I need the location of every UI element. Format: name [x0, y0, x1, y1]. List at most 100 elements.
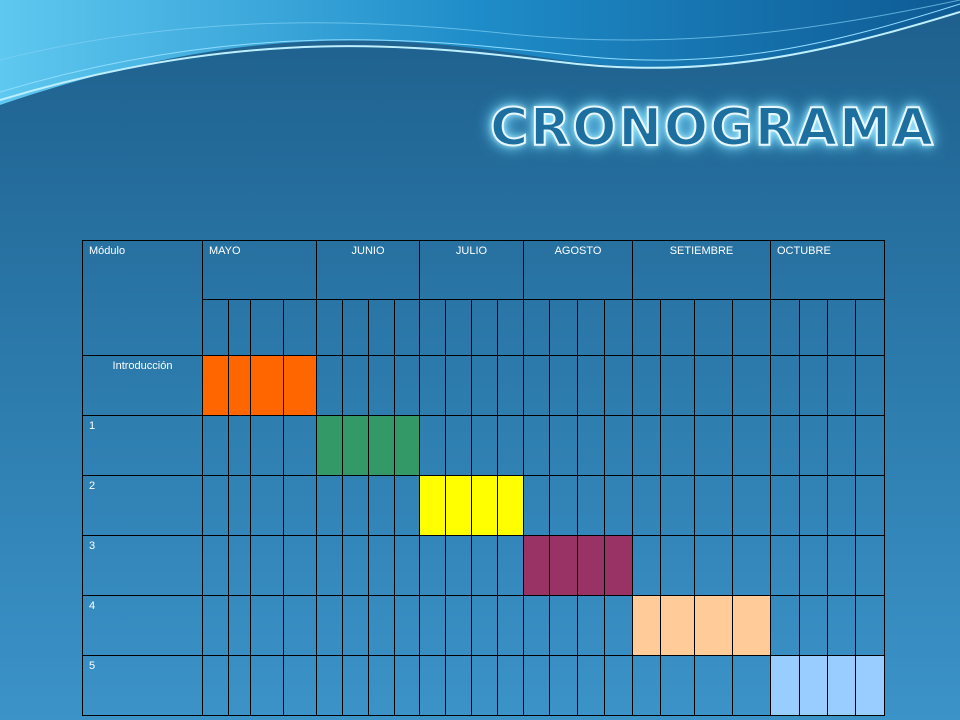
week-cell: [316, 595, 343, 656]
scheduled-week-cell: [497, 475, 524, 536]
module-row: Introducción: [82, 355, 885, 416]
scheduled-week-cell: [471, 475, 498, 536]
week-cell: [419, 595, 446, 656]
week-header-cell: [523, 299, 550, 356]
module-row: 2: [82, 475, 885, 536]
week-cell: [316, 535, 343, 596]
week-cell: [694, 475, 733, 536]
week-cell: [283, 415, 317, 476]
week-cell: [604, 655, 633, 716]
week-cell: [632, 535, 661, 596]
week-header-cell: [577, 299, 605, 356]
week-cell: [445, 655, 472, 716]
week-cell: [283, 595, 317, 656]
week-cell: [445, 535, 472, 596]
week-cell: [732, 415, 771, 476]
week-cell: [250, 475, 284, 536]
week-subheader-row: [83, 299, 885, 356]
week-cell: [316, 475, 343, 536]
scheduled-week-cell: [660, 595, 695, 656]
week-cell: [523, 655, 550, 716]
scheduled-week-cell: [549, 535, 578, 596]
week-cell: [770, 475, 800, 536]
scheduled-week-cell: [770, 655, 800, 716]
week-cell: [497, 655, 524, 716]
week-cell: [799, 415, 828, 476]
module-row: 4: [82, 595, 885, 656]
week-cell: [827, 535, 856, 596]
week-cell: [604, 595, 633, 656]
week-cell: [471, 655, 498, 716]
week-cell: [694, 355, 733, 416]
scheduled-week-cell: [855, 655, 885, 716]
week-cell: [799, 595, 828, 656]
week-cell: [250, 655, 284, 716]
week-cell: [283, 655, 317, 716]
week-cell: [694, 535, 733, 596]
week-header-cell: [604, 299, 633, 356]
week-cell: [368, 475, 395, 536]
week-cell: [660, 475, 695, 536]
week-cell: [827, 595, 856, 656]
week-cell: [770, 595, 800, 656]
week-cell: [549, 655, 578, 716]
week-cell: [445, 355, 472, 416]
week-cell: [283, 535, 317, 596]
week-header-cell: [368, 299, 395, 356]
month-agosto: AGOSTO: [523, 240, 633, 300]
week-cell: [577, 475, 605, 536]
week-cell: [732, 475, 771, 536]
week-cell: [394, 655, 420, 716]
module-label: 1: [82, 415, 203, 476]
scheduled-week-cell: [394, 415, 420, 476]
week-cell: [394, 355, 420, 416]
week-cell: [855, 595, 885, 656]
week-cell: [419, 655, 446, 716]
page-title: CRONOGRAMA: [489, 97, 936, 159]
scheduled-week-cell: [250, 355, 284, 416]
week-cell: [632, 655, 661, 716]
week-cell: [523, 595, 550, 656]
week-cell: [660, 535, 695, 596]
week-cell: [604, 355, 633, 416]
module-row: 3: [82, 535, 885, 596]
week-cell: [202, 595, 229, 656]
week-cell: [368, 355, 395, 416]
scheduled-week-cell: [419, 475, 446, 536]
module-row: 5: [82, 655, 885, 716]
week-cell: [497, 415, 524, 476]
week-cell: [732, 535, 771, 596]
week-cell: [660, 415, 695, 476]
scheduled-week-cell: [694, 595, 733, 656]
module-label: 5: [82, 655, 203, 716]
week-header-cell: [394, 299, 420, 356]
schedule-table: Módulo MAYO JUNIO JULIO AGOSTO SETIEMBRE…: [82, 240, 885, 716]
week-cell: [394, 535, 420, 596]
week-cell: [577, 595, 605, 656]
week-cell: [419, 535, 446, 596]
week-cell: [632, 355, 661, 416]
week-header-cell: [445, 299, 472, 356]
week-cell: [770, 415, 800, 476]
week-cell: [342, 595, 369, 656]
week-cell: [604, 415, 633, 476]
week-cell: [523, 415, 550, 476]
week-cell: [250, 535, 284, 596]
scheduled-week-cell: [604, 535, 633, 596]
scheduled-week-cell: [577, 535, 605, 596]
week-header-cell: [799, 299, 828, 356]
module-label: 2: [82, 475, 203, 536]
week-cell: [202, 535, 229, 596]
week-cell: [445, 415, 472, 476]
week-cell: [827, 355, 856, 416]
week-cell: [660, 355, 695, 416]
week-cell: [316, 655, 343, 716]
week-cell: [497, 595, 524, 656]
week-cell: [202, 415, 229, 476]
week-header-cell: [660, 299, 695, 356]
week-cell: [523, 475, 550, 536]
module-row: 1: [82, 415, 885, 476]
week-cell: [770, 355, 800, 416]
week-cell: [549, 595, 578, 656]
month-julio: JULIO: [419, 240, 524, 300]
